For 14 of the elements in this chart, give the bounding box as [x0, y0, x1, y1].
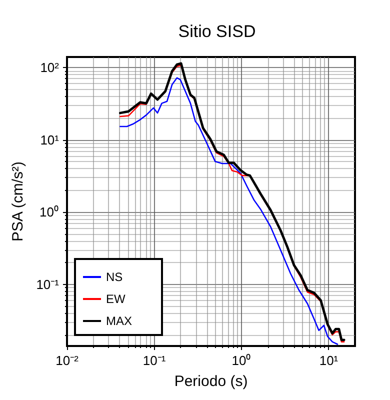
- x-tick-label: 10⁰: [232, 353, 252, 368]
- x-tick-label: 10¹: [319, 353, 339, 368]
- legend-label: MAX: [106, 314, 132, 328]
- legend-label: EW: [106, 292, 126, 306]
- y-tick-label: 10⁰: [40, 204, 59, 220]
- y-tick-label: 10⁻¹: [36, 276, 60, 292]
- y-axis-title: PSA (cm/s²): [9, 161, 26, 242]
- chart-title: Sitio SISD: [178, 22, 256, 41]
- legend-label: NS: [106, 270, 123, 284]
- x-tick-label: 10⁻²: [56, 353, 80, 368]
- x-axis-title: Periodo (s): [174, 373, 248, 390]
- y-tick-label: 10²: [40, 60, 60, 76]
- y-tick-label: 10¹: [40, 132, 60, 148]
- x-tick-label: 10⁻¹: [142, 353, 166, 368]
